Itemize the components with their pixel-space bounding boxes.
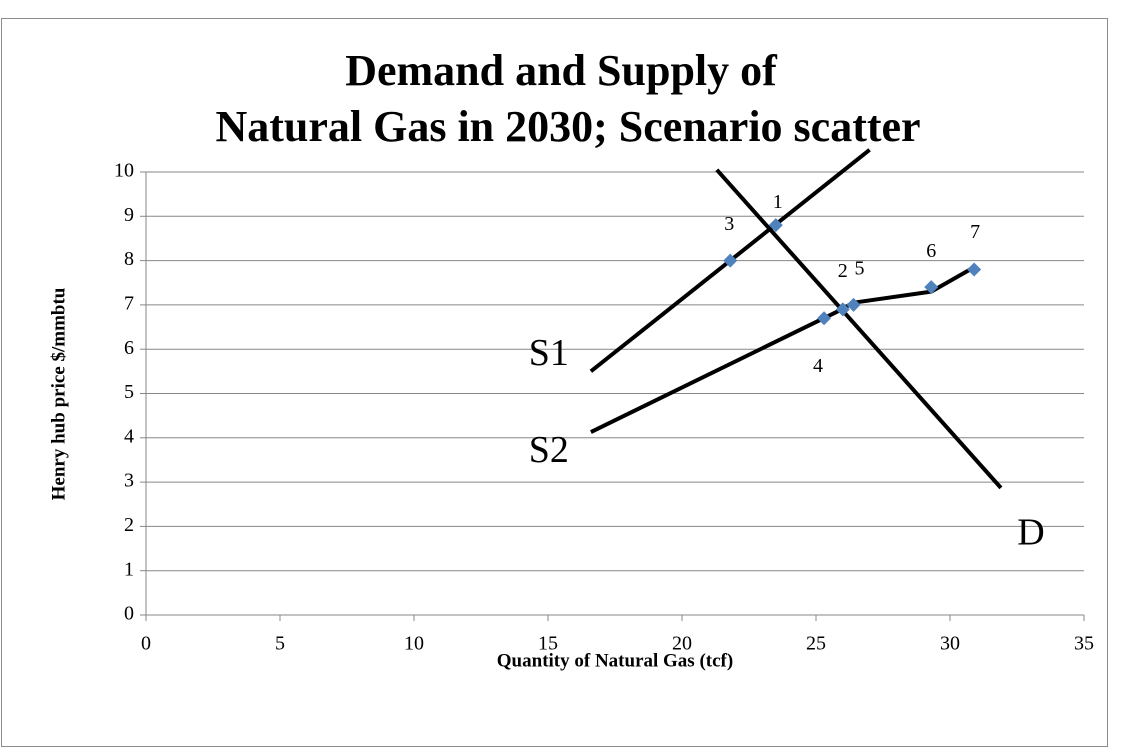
line-label: S1	[529, 332, 569, 374]
point-label: 2	[838, 260, 848, 282]
chart-title: Natural Gas in 2030; Scenario scatter	[215, 102, 920, 151]
point	[817, 311, 832, 326]
line-label: D	[1017, 512, 1044, 554]
y-tick-label: 4	[124, 425, 134, 447]
y-tick-label: 5	[124, 381, 134, 403]
x-tick-label: 0	[141, 633, 151, 655]
point-label: 1	[773, 191, 783, 213]
y-tick-label: 1	[124, 558, 134, 580]
y-tick-label: 2	[124, 514, 134, 536]
point	[768, 218, 783, 233]
y-axis-label: Henry hub price $/mmbtu	[48, 287, 69, 500]
chart-frame	[1, 18, 1108, 747]
point	[967, 262, 982, 277]
point	[846, 297, 861, 312]
point	[723, 253, 738, 268]
y-tick-label: 7	[124, 292, 134, 314]
point-label: 5	[855, 257, 865, 279]
point-label: 3	[724, 213, 734, 235]
x-tick-label: 5	[275, 633, 285, 655]
annotation-line	[715, 168, 1003, 490]
x-tick-label: 15	[538, 633, 558, 655]
y-tick-label: 10	[114, 160, 134, 182]
x-tick-label: 10	[404, 633, 424, 655]
point	[835, 302, 850, 317]
chart-title: Demand and Supply of	[345, 46, 778, 95]
y-tick-label: 6	[124, 337, 134, 359]
point-label: 4	[813, 355, 823, 377]
x-tick-label: 25	[806, 633, 826, 655]
y-tick-label: 8	[124, 248, 134, 270]
point-label: 6	[926, 240, 936, 262]
point	[924, 280, 939, 295]
y-tick-label: 0	[124, 603, 134, 625]
x-tick-label: 20	[672, 633, 692, 655]
x-axis-label: Quantity of Natural Gas (tcf)	[497, 650, 733, 671]
line-label: S2	[529, 429, 569, 471]
x-tick-label: 30	[940, 633, 960, 655]
point-label: 7	[970, 221, 980, 243]
y-tick-label: 3	[124, 470, 134, 492]
y-tick-label: 9	[124, 204, 134, 226]
x-tick-label: 35	[1074, 633, 1094, 655]
